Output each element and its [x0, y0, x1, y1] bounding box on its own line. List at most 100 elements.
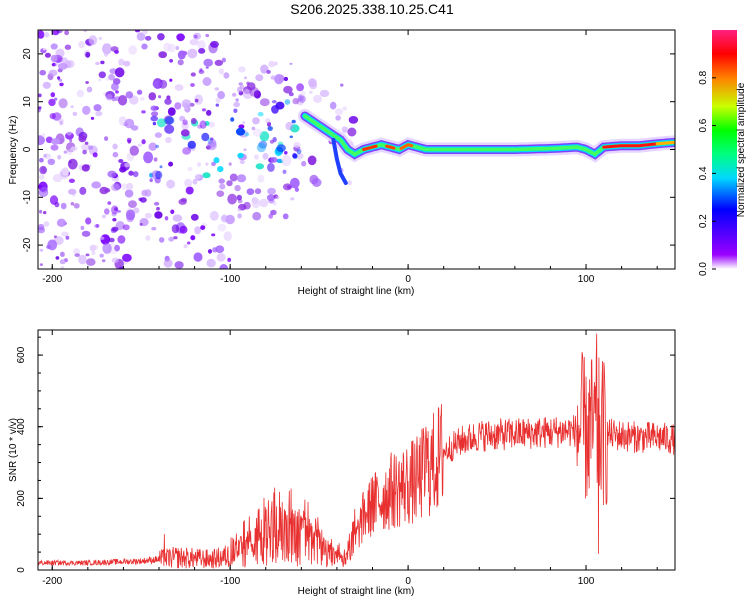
- spectrogram-blob: [340, 83, 344, 87]
- spectrogram-blob: [275, 195, 280, 200]
- spectrogram-blob: [217, 223, 227, 232]
- spectrogram-blob: [151, 226, 157, 231]
- spectrogram-blob: [206, 109, 212, 116]
- spectrogram-blob: [233, 108, 238, 114]
- spectrogram-blob: [122, 253, 132, 262]
- spectrogram-blob: [72, 111, 78, 116]
- spectrogram-blob: [223, 231, 232, 242]
- ridge-branch: [331, 137, 348, 185]
- spectrogram-blob: [155, 170, 163, 180]
- spectrogram-blob: [282, 183, 293, 191]
- x-tick-label: 100: [578, 274, 595, 285]
- spectrogram-blob: [38, 226, 45, 234]
- spectrogram-blob: [187, 140, 196, 149]
- spectrogram-blob: [159, 237, 165, 243]
- spectrogram-blob: [255, 163, 264, 170]
- spectrogram-blob: [49, 113, 56, 120]
- spectrogram-blob: [60, 251, 65, 257]
- spectrogram-blob: [295, 152, 304, 160]
- spectrogram-blob: [208, 121, 215, 128]
- x-tick-label: -100: [220, 274, 240, 285]
- spectrogram-blob: [243, 76, 248, 80]
- spectrogram-blob: [297, 94, 304, 101]
- spectrogram-blob: [202, 172, 211, 179]
- spectrogram-blob: [120, 183, 129, 190]
- spectrogram-blob: [124, 189, 134, 198]
- spectrogram-blob: [57, 155, 62, 160]
- spectrogram-blob: [150, 115, 158, 122]
- spectrogram-blob: [104, 136, 109, 142]
- spectrogram-blob: [56, 218, 67, 227]
- spectrogram-blob: [45, 136, 53, 144]
- spectrogram-blob: [125, 91, 134, 99]
- spectrogram-blob: [193, 252, 203, 262]
- spectrogram-blob: [164, 98, 172, 105]
- spectrogram-blob: [86, 86, 93, 93]
- spectrogram-blob: [95, 111, 103, 117]
- spectrogram-blob: [180, 129, 190, 137]
- spectrogram-blob: [58, 78, 63, 82]
- spectrogram-blob: [154, 132, 162, 138]
- spectrogram-blob: [285, 121, 294, 131]
- spectrogram-blob: [267, 187, 276, 195]
- spectrogram-blob: [181, 99, 192, 109]
- spectrogram-blob: [78, 135, 87, 143]
- spectrogram-blob: [70, 105, 74, 108]
- spectrogram-blob: [319, 89, 330, 98]
- spectrogram-blob: [58, 118, 64, 123]
- spectrogram-blob: [207, 249, 213, 254]
- spectrogram-blob: [38, 107, 41, 113]
- spectrogram-blob: [281, 155, 292, 167]
- ridge-hot-segment: [655, 140, 675, 146]
- spectrogram-blob: [84, 141, 89, 145]
- spectrogram-blob: [205, 33, 210, 38]
- spectrogram-blob: [64, 44, 72, 50]
- spectrogram-blob: [227, 193, 237, 205]
- spectrogram-blob: [267, 126, 273, 131]
- spectrogram-blob: [99, 236, 105, 240]
- spectrogram-blob: [82, 105, 91, 115]
- spectrogram-blob: [291, 119, 296, 124]
- spectrogram-blob: [276, 144, 286, 153]
- y-tick-label: -20: [22, 237, 33, 252]
- colorbar-label: Normalized spectral amplitude: [736, 82, 747, 217]
- spectrogram-blob: [115, 221, 125, 230]
- spectrogram-blob: [126, 182, 134, 191]
- spectrogram-blob: [168, 161, 174, 167]
- spectrogram-blob: [115, 90, 119, 94]
- spectrogram-blob: [215, 97, 221, 103]
- spectrogram-blob: [233, 101, 241, 108]
- spectrogram-blob: [221, 57, 226, 63]
- spectrogram-blob: [174, 102, 182, 110]
- spectrogram-blob: [179, 115, 186, 122]
- spectrogram-blob: [67, 149, 73, 156]
- spectrogram-blob: [145, 235, 151, 241]
- spectrogram-blob: [273, 194, 279, 199]
- colorbar-tick-label: 0.4: [698, 166, 709, 180]
- x-tick-label: 0: [405, 576, 411, 587]
- spectrogram-blob: [111, 82, 119, 91]
- spectrogram-blob: [64, 30, 69, 36]
- spectrogram-blob: [165, 136, 172, 144]
- spectrogram-blob: [217, 166, 224, 173]
- spectrogram-blob: [267, 162, 275, 172]
- spectrogram-blob: [38, 135, 45, 146]
- spectrogram-blob: [259, 98, 270, 107]
- spectrogram-blob: [111, 205, 119, 215]
- spectrogram-blob: [235, 127, 246, 136]
- spectrogram-blob: [227, 257, 232, 262]
- spectrogram-blob: [48, 69, 58, 77]
- spectrogram-blob: [85, 81, 89, 84]
- spectrogram-blob: [252, 211, 262, 221]
- spectrogram-blob: [212, 247, 218, 253]
- spectrogram-blob: [93, 104, 102, 112]
- spectrogram-blob: [226, 180, 233, 187]
- spectrogram-blob: [59, 120, 64, 126]
- y-tick-label: 200: [16, 490, 27, 507]
- spectrogram-blob: [276, 158, 283, 164]
- spectrogram-blob: [132, 171, 139, 178]
- spectrogram-blob: [53, 97, 58, 101]
- spectrogram-blob: [216, 190, 225, 197]
- spectrogram-blob: [190, 72, 196, 77]
